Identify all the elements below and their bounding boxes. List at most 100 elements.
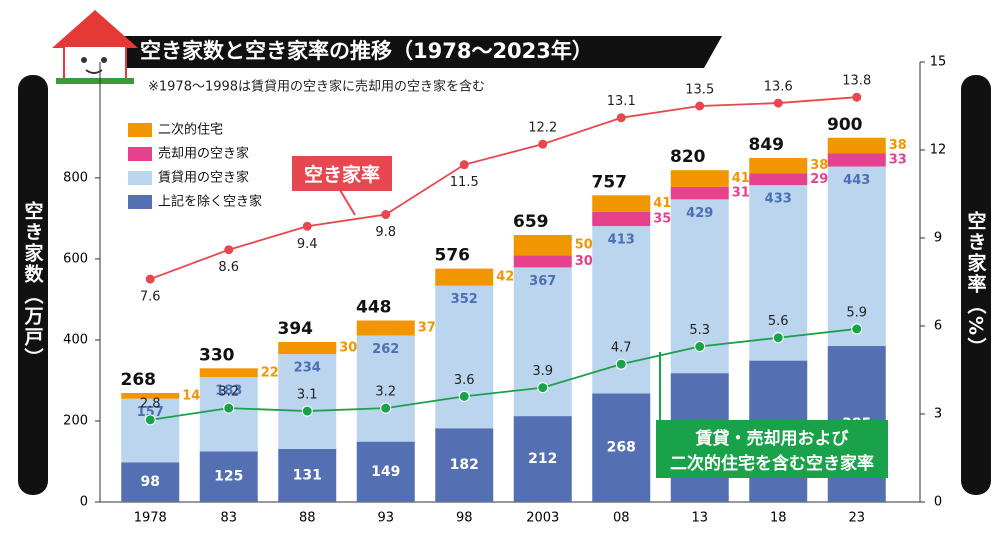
- bar-segment: [513, 255, 572, 268]
- line-point: [773, 98, 783, 108]
- total-label: 576: [435, 246, 471, 266]
- value-label: 183: [215, 384, 242, 399]
- line-value-label: 13.1: [607, 94, 636, 109]
- bar-segment: [435, 268, 494, 286]
- line-legend-label: 空き家率: [292, 156, 392, 191]
- y2-tick-label: 12: [930, 143, 947, 158]
- x-tick-label: 13: [691, 511, 708, 526]
- bar-segment: [513, 267, 572, 417]
- bar-segment: [513, 235, 572, 256]
- line-point: [459, 160, 469, 170]
- legend-swatch: [128, 147, 152, 161]
- line-point: [302, 221, 312, 231]
- y2-tick-label: 3: [934, 407, 942, 422]
- line-value-label: 13.8: [842, 74, 871, 89]
- y-axis-label: 空き家数（万戸）: [18, 75, 48, 495]
- bar-segment: [670, 170, 729, 187]
- value-label: 131: [293, 467, 322, 483]
- y-tick-label: 200: [63, 413, 88, 428]
- value-label: 30: [339, 341, 357, 356]
- bar-segment: [278, 354, 337, 449]
- house-icon: [52, 10, 138, 84]
- bar-segment: [278, 341, 337, 355]
- line-point: [145, 274, 155, 284]
- bar-segment: [827, 166, 886, 347]
- value-label: 41: [653, 196, 671, 211]
- value-label: 182: [450, 457, 479, 473]
- line-point: [144, 414, 156, 426]
- line-point: [458, 390, 470, 402]
- y-tick-label: 600: [63, 251, 88, 266]
- value-label: 35: [653, 211, 671, 226]
- bar-segment: [356, 335, 415, 442]
- y2-tick-label: 9: [934, 231, 942, 246]
- line-value-label: 3.9: [532, 364, 553, 379]
- value-label: 149: [371, 464, 400, 480]
- line-point: [695, 101, 705, 111]
- y2-tick-label: 6: [934, 319, 942, 334]
- x-tick-label: 93: [377, 511, 394, 526]
- line-point: [381, 210, 391, 220]
- line-value-label: 7.6: [140, 290, 161, 305]
- bar-segment: [592, 211, 651, 227]
- total-label: 448: [356, 297, 392, 317]
- value-label: 29: [810, 172, 828, 187]
- bar-segment: [199, 368, 258, 378]
- value-label: 234: [294, 361, 321, 376]
- bar-segment: [199, 451, 258, 502]
- bar-segment: [121, 398, 180, 463]
- line-value-label: 8.6: [218, 260, 239, 275]
- note: ※1978～1998は賃貸用の空き家に売却用の空き家を含む: [148, 79, 485, 95]
- line-value-label: 13.6: [764, 80, 793, 95]
- line-value-label: 3.2: [375, 385, 396, 400]
- line-point: [694, 341, 706, 353]
- bar-segment: [356, 320, 415, 336]
- bar-segment: [513, 416, 572, 502]
- line-point: [223, 402, 235, 414]
- line-value-label: 3.1: [297, 388, 318, 403]
- line-point: [616, 113, 626, 123]
- bar-segment: [199, 377, 258, 452]
- value-label: 50: [575, 238, 593, 253]
- bar-segment: [121, 462, 180, 502]
- line-value-label: 9.4: [297, 237, 318, 252]
- bar-segment: [278, 448, 337, 502]
- bar-segment: [670, 186, 729, 200]
- legend-swatch: [128, 171, 152, 185]
- x-tick-label: 08: [613, 511, 630, 526]
- total-label: 849: [749, 135, 785, 155]
- line-point: [772, 332, 784, 344]
- x-tick-label: 23: [848, 511, 865, 526]
- bar-segment: [827, 137, 886, 154]
- value-label: 157: [137, 405, 164, 420]
- legend-label: 売却用の空き家: [158, 146, 249, 162]
- line-value-label: 12.2: [528, 121, 557, 136]
- line-value-label: 3.2: [218, 385, 239, 400]
- bar-segment: [121, 393, 180, 399]
- x-tick-label: 18: [770, 511, 787, 526]
- value-label: 429: [686, 206, 713, 221]
- chart-title: 空き家数と空き家率の推移（1978～2023年）: [140, 39, 593, 63]
- value-label: 33: [889, 152, 907, 167]
- x-tick-label: 98: [456, 511, 473, 526]
- value-label: 22: [261, 365, 279, 380]
- line-value-label: 3.6: [454, 373, 475, 388]
- bar-segment: [827, 153, 886, 167]
- y-tick-label: 400: [63, 332, 88, 347]
- line-value-label: 9.8: [375, 225, 396, 240]
- value-label: 367: [529, 274, 556, 289]
- total-label: 659: [513, 212, 549, 232]
- value-label: 352: [451, 292, 478, 307]
- line-point: [301, 405, 313, 417]
- bar-segment: [435, 428, 494, 502]
- value-label: 31: [732, 186, 750, 201]
- x-tick-label: 1978: [134, 511, 167, 526]
- value-label: 98: [141, 474, 160, 490]
- value-label: 41: [732, 171, 750, 186]
- y2-tick-label: 0: [934, 495, 942, 510]
- value-label: 433: [765, 192, 792, 207]
- line-point: [615, 358, 627, 370]
- line-value-label: 2.8: [140, 396, 161, 411]
- line: [149, 96, 857, 280]
